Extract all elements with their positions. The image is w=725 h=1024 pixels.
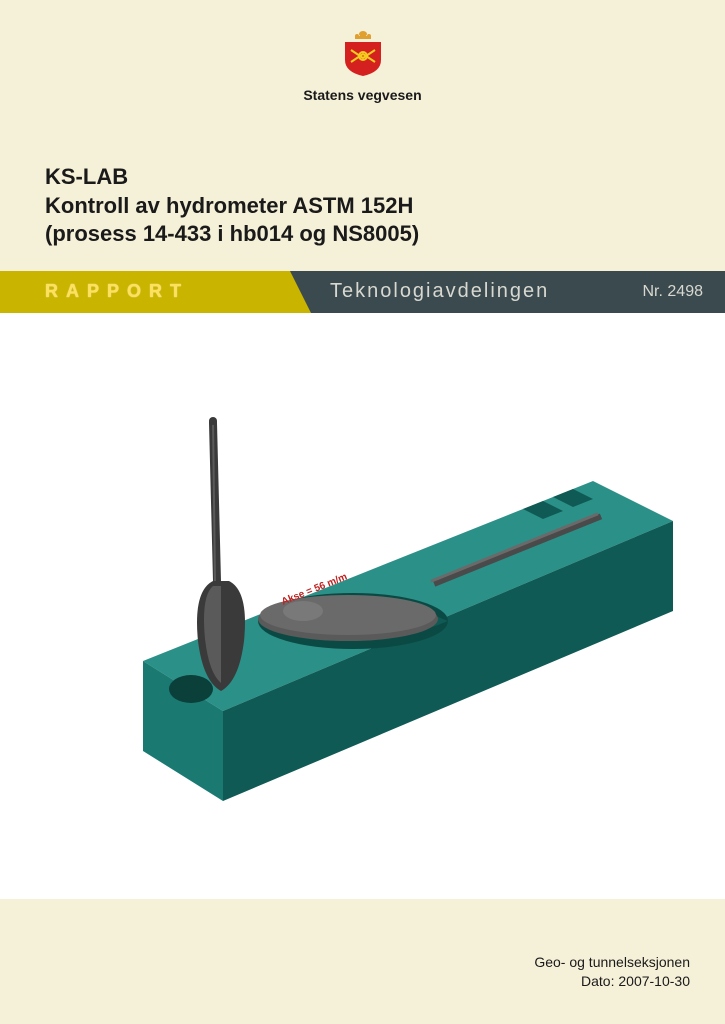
footer-date-line: Dato: 2007-10-30 — [534, 972, 690, 992]
report-number: Nr. 2498 — [643, 283, 704, 301]
footer-date-value: 2007-10-30 — [618, 973, 690, 989]
org-name: Statens vegvesen — [0, 87, 725, 103]
logo-area: Statens vegvesen — [0, 0, 725, 103]
org-logo — [333, 28, 393, 78]
band-dark: Teknologiavdelingen Nr. 2498 — [290, 271, 725, 313]
title-line-1: KS-LAB — [45, 163, 725, 192]
title-block: KS-LAB Kontroll av hydrometer ASTM 152H … — [0, 103, 725, 249]
band-yellow: RAPPORT — [0, 271, 290, 313]
number-value: 2498 — [667, 283, 703, 300]
hydrometer-illustration: Akse = 56 m/m — [53, 381, 673, 831]
department-label: Teknologiavdelingen — [330, 280, 549, 303]
footer-section: Geo- og tunnelseksjonen — [534, 953, 690, 973]
illustration-area: Akse = 56 m/m — [0, 313, 725, 899]
footer: Geo- og tunnelseksjonen Dato: 2007-10-30 — [534, 953, 690, 992]
title-line-2: Kontroll av hydrometer ASTM 152H — [45, 192, 725, 221]
rapport-label: RAPPORT — [45, 281, 189, 302]
number-prefix: Nr. — [643, 283, 663, 300]
footer-date-label: Dato: — [581, 973, 614, 989]
title-line-3: (prosess 14-433 i hb014 og NS8005) — [45, 220, 725, 249]
header-band: Teknologiavdelingen Nr. 2498 RAPPORT — [0, 271, 725, 313]
